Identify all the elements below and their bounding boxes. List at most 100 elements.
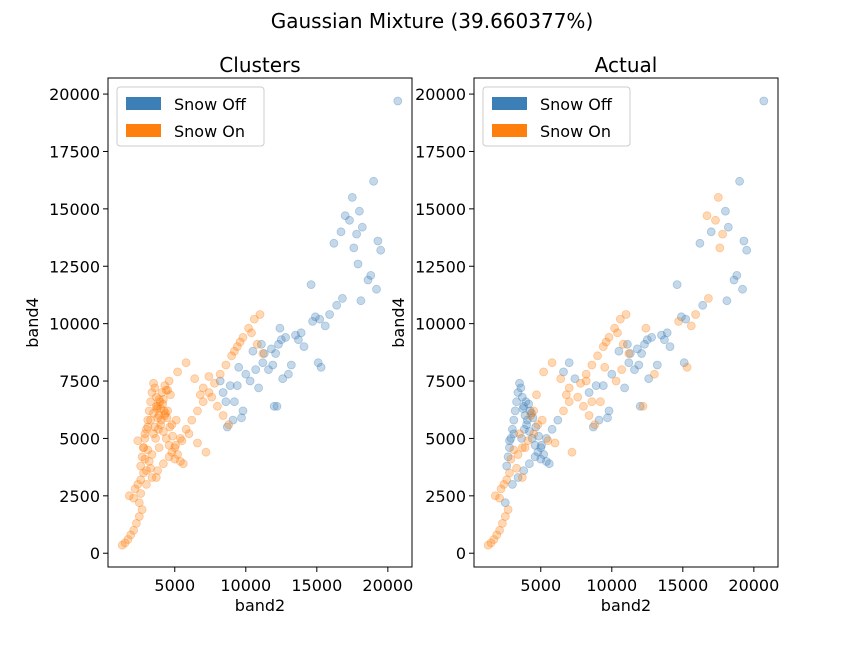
y-tick-label: 17500: [49, 142, 100, 161]
data-point: [524, 399, 534, 409]
data-point: [235, 337, 245, 347]
data-point: [130, 484, 140, 494]
data-point: [695, 238, 705, 248]
data-point: [686, 321, 696, 331]
data-point: [732, 270, 742, 280]
data-point: [702, 211, 712, 221]
data-point: [306, 280, 316, 290]
axes-frame: [473, 77, 779, 568]
data-point: [587, 360, 597, 370]
y-tick-label: 17500: [415, 142, 466, 161]
data-point: [152, 404, 162, 414]
data-point: [593, 351, 602, 361]
data-point: [489, 535, 499, 544]
data-point: [496, 484, 506, 494]
data-point: [259, 349, 269, 358]
data-point: [721, 206, 730, 216]
data-point: [171, 415, 181, 425]
data-point: [526, 411, 536, 420]
data-point: [715, 243, 725, 253]
data-point: [559, 367, 568, 377]
data-point: [544, 459, 554, 469]
data-point: [281, 332, 291, 342]
data-point: [625, 349, 635, 358]
data-point: [161, 433, 171, 443]
data-point: [495, 493, 505, 503]
data-point: [154, 411, 164, 420]
data-point: [252, 339, 262, 349]
data-point: [641, 323, 651, 333]
data-point: [742, 245, 752, 255]
data-point: [129, 525, 139, 535]
data-point: [245, 376, 255, 386]
axes-frame: [107, 77, 413, 568]
data-point: [530, 452, 540, 462]
data-point: [160, 411, 170, 420]
data-point: [286, 360, 296, 370]
data-point: [567, 447, 577, 457]
x-axis-label: band2: [235, 596, 285, 615]
scatter-points: [483, 96, 769, 550]
data-point: [268, 360, 278, 370]
data-point: [146, 463, 156, 473]
data-point: [502, 475, 512, 485]
data-point: [534, 431, 543, 441]
data-point: [156, 420, 166, 430]
data-point: [570, 374, 580, 384]
data-point: [650, 369, 659, 379]
data-point: [533, 447, 543, 457]
data-point: [167, 420, 177, 430]
data-point: [759, 96, 769, 106]
data-point: [509, 415, 519, 425]
data-point: [134, 498, 144, 508]
x-tick-label: 5000: [520, 576, 561, 595]
data-point: [356, 296, 366, 306]
data-point: [532, 390, 541, 400]
data-point: [615, 314, 625, 324]
data-point: [215, 369, 225, 379]
x-tick-label: 10000: [220, 576, 271, 595]
data-point: [238, 332, 248, 342]
data-point: [679, 358, 689, 368]
data-point: [674, 316, 683, 326]
y-tick-label: 7500: [59, 372, 100, 391]
data-point: [166, 390, 175, 400]
data-point: [157, 388, 167, 397]
data-point: [500, 512, 510, 521]
data-point: [249, 314, 259, 324]
data-point: [369, 176, 379, 186]
data-point: [310, 312, 320, 322]
data-point: [706, 227, 716, 237]
data-point: [117, 540, 127, 550]
data-point: [547, 358, 557, 368]
data-point: [140, 454, 150, 464]
data-point: [222, 422, 232, 432]
data-point: [237, 413, 246, 423]
data-point: [168, 431, 178, 441]
data-point: [181, 424, 191, 434]
data-point: [173, 367, 183, 377]
data-point: [133, 479, 143, 489]
data-point: [293, 335, 303, 345]
data-point: [522, 420, 531, 430]
clusters-panel: 5000 10000 15000 20000 0 2500 5000 7500 10000 125…: [23, 53, 413, 615]
data-point: [637, 349, 646, 358]
data-point: [151, 473, 161, 482]
data-point: [136, 461, 146, 471]
data-point: [149, 429, 158, 439]
data-point: [187, 415, 197, 425]
data-point: [527, 433, 537, 443]
data-point: [269, 401, 279, 411]
data-point: [143, 445, 153, 455]
data-point: [198, 397, 208, 407]
data-point: [153, 401, 163, 411]
data-point: [136, 475, 146, 485]
data-point: [634, 360, 644, 370]
data-point: [519, 466, 529, 476]
y-tick-label: 12500: [49, 257, 100, 276]
data-point: [520, 411, 530, 420]
data-point: [143, 422, 153, 432]
data-point: [363, 275, 373, 285]
data-point: [527, 408, 536, 418]
data-point: [529, 406, 539, 416]
